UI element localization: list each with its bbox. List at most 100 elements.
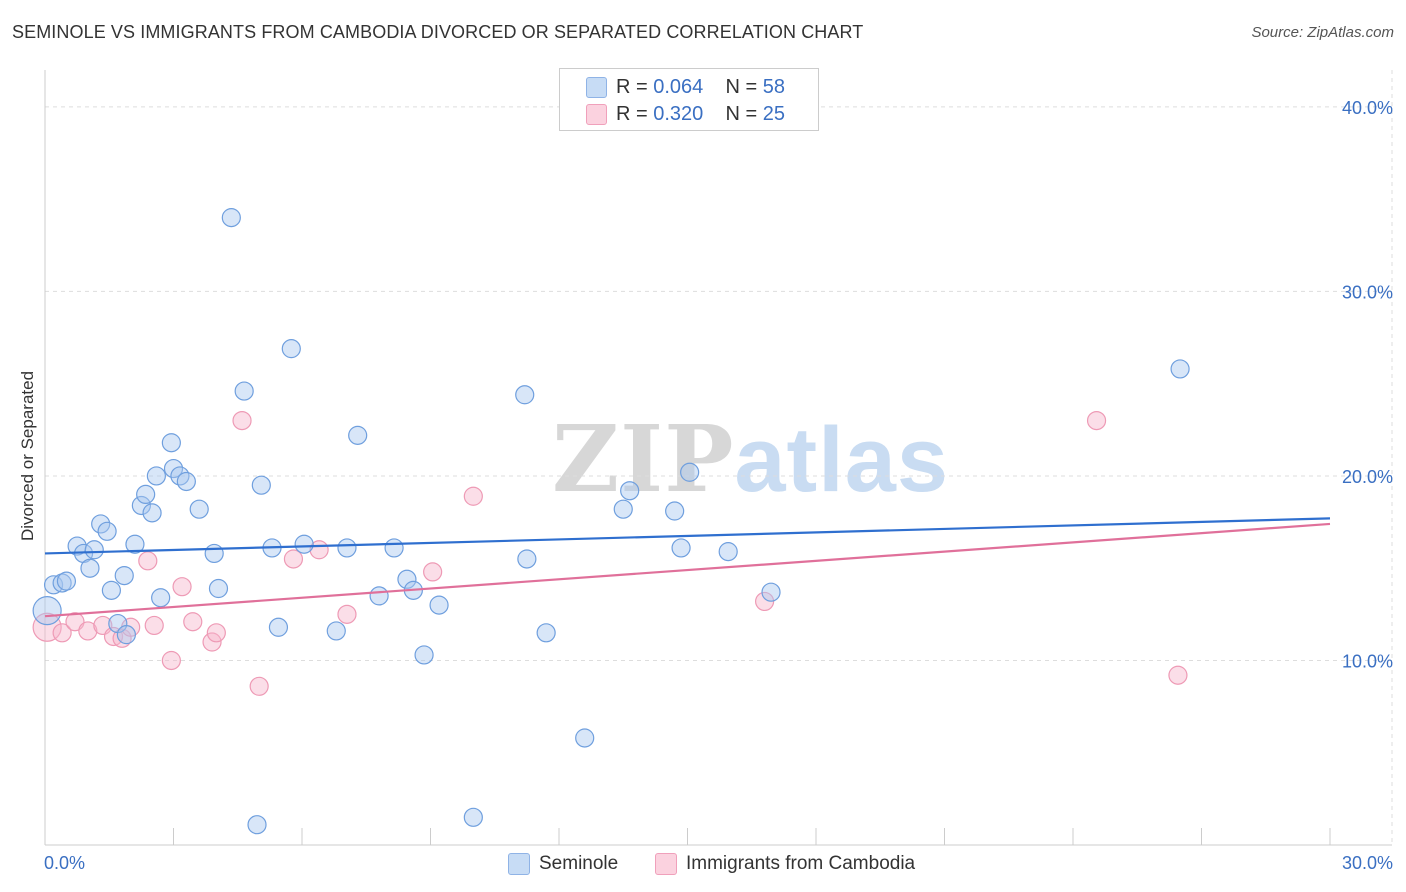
seminole-point (56, 571, 77, 591)
y-tick-label: 20.0% (1342, 467, 1393, 487)
seminole-point (680, 462, 700, 482)
cambodia-point (232, 410, 252, 431)
gridlines (45, 70, 1393, 845)
seminole-point (97, 521, 117, 541)
seminole-point (136, 484, 156, 505)
seminole-point (131, 495, 151, 516)
cambodia-point (1168, 665, 1188, 685)
trend-line-cambodia (44, 522, 1331, 618)
trend-lines (44, 517, 1331, 618)
seminole-point (665, 501, 685, 521)
seminole-point (234, 381, 254, 401)
cambodia-point (202, 632, 222, 652)
seminole-point (189, 499, 209, 519)
cambodia-point (161, 650, 181, 671)
cambodia-point (249, 676, 269, 696)
seminole-point (761, 582, 781, 602)
cambodia-point (32, 612, 62, 642)
watermark-zip: ZIP (552, 405, 735, 513)
seminole-point (146, 466, 166, 486)
seminole-point (125, 534, 145, 554)
seminole-point (429, 595, 449, 615)
cambodia-point (183, 612, 203, 632)
bottom-legend-swatch-seminole (508, 853, 530, 875)
seminole-point (384, 538, 404, 558)
series-cambodia-points (32, 410, 1188, 696)
cambodia-point (423, 562, 443, 582)
seminole-point (620, 481, 640, 501)
cambodia-point (206, 623, 226, 643)
x-tick-label: 30.0% (1342, 853, 1393, 873)
bottom-legend-swatch-cambodia (655, 853, 677, 875)
seminole-point (1170, 359, 1190, 379)
y-tick-label: 10.0% (1342, 651, 1393, 671)
cambodia-point (283, 549, 304, 569)
seminole-point (414, 645, 434, 665)
cambodia-point (138, 551, 158, 571)
bottom-legend-label-cambodia: Immigrants from Cambodia (686, 853, 916, 874)
seminole-point (671, 538, 691, 558)
bottom-legend-label-seminole: Seminole (539, 853, 619, 874)
legend-n-label: N = (725, 76, 758, 98)
seminole-point (397, 569, 417, 589)
legend-n-value: 58 (762, 76, 786, 98)
seminole-point (463, 807, 483, 827)
legend-r-value: 0.064 (653, 76, 704, 98)
legend-swatch-cambodia (586, 104, 607, 125)
seminole-point (517, 549, 537, 569)
seminole-point (151, 588, 171, 608)
seminole-point (348, 425, 368, 445)
watermark: ZIPatlas (552, 405, 949, 513)
legend-swatch-seminole (586, 77, 607, 98)
seminole-point (369, 586, 389, 606)
seminole-point (208, 578, 229, 599)
cambodia-point (78, 621, 98, 641)
cambodia-point (172, 577, 192, 597)
source-credit: Source: ZipAtlas.com (1251, 24, 1394, 41)
cambodia-point (144, 615, 164, 636)
seminole-point (80, 558, 100, 578)
seminole-point (221, 208, 241, 228)
cambodia-point (337, 604, 357, 624)
seminole-point (613, 499, 633, 519)
seminole-point (536, 623, 556, 643)
seminole-point (91, 514, 111, 534)
legend-r-value: 0.320 (653, 103, 704, 125)
cambodia-point (1086, 410, 1107, 431)
seminole-point (281, 339, 301, 359)
legend-n-value: 25 (762, 103, 786, 125)
seminole-point (575, 728, 595, 748)
seminole-point (268, 617, 289, 637)
seminole-point (247, 815, 267, 835)
seminole-point (515, 385, 535, 405)
seminole-point (116, 625, 136, 645)
series-seminole-points (32, 208, 1190, 835)
cambodia-point (463, 486, 483, 506)
seminole-point (101, 580, 121, 600)
seminole-point (337, 538, 357, 558)
seminole-point (204, 543, 224, 564)
legend-n-label: N = (725, 103, 758, 125)
correlation-legend: R = 0.064 N = 58 R = 0.320 N = 25 (559, 68, 819, 131)
legend-text-seminole: R = 0.064 N = 58 (616, 76, 785, 99)
tick-labels: 10.0% 20.0% 30.0% 40.0% 0.0% 30.0% (44, 98, 1393, 873)
cambodia-point (52, 623, 72, 643)
seminole-point (294, 534, 314, 554)
seminole-point (114, 565, 134, 586)
seminole-point (176, 471, 196, 492)
legend-r-label: R = (616, 103, 648, 125)
watermark-atlas: atlas (734, 409, 950, 511)
x-tick-label: 0.0% (44, 853, 85, 873)
legend-r-label: R = (616, 76, 648, 98)
seminole-point (161, 433, 181, 453)
seminole-point (163, 458, 184, 479)
seminole-point (142, 503, 162, 523)
y-tick-label: 30.0% (1342, 282, 1393, 302)
seminole-point (251, 475, 271, 495)
chart-title: SEMINOLE VS IMMIGRANTS FROM CAMBODIA DIV… (12, 22, 864, 42)
y-tick-label: 40.0% (1342, 98, 1393, 118)
trend-line-seminole (44, 517, 1331, 555)
seminole-point (84, 540, 104, 560)
seminole-point (326, 621, 346, 641)
